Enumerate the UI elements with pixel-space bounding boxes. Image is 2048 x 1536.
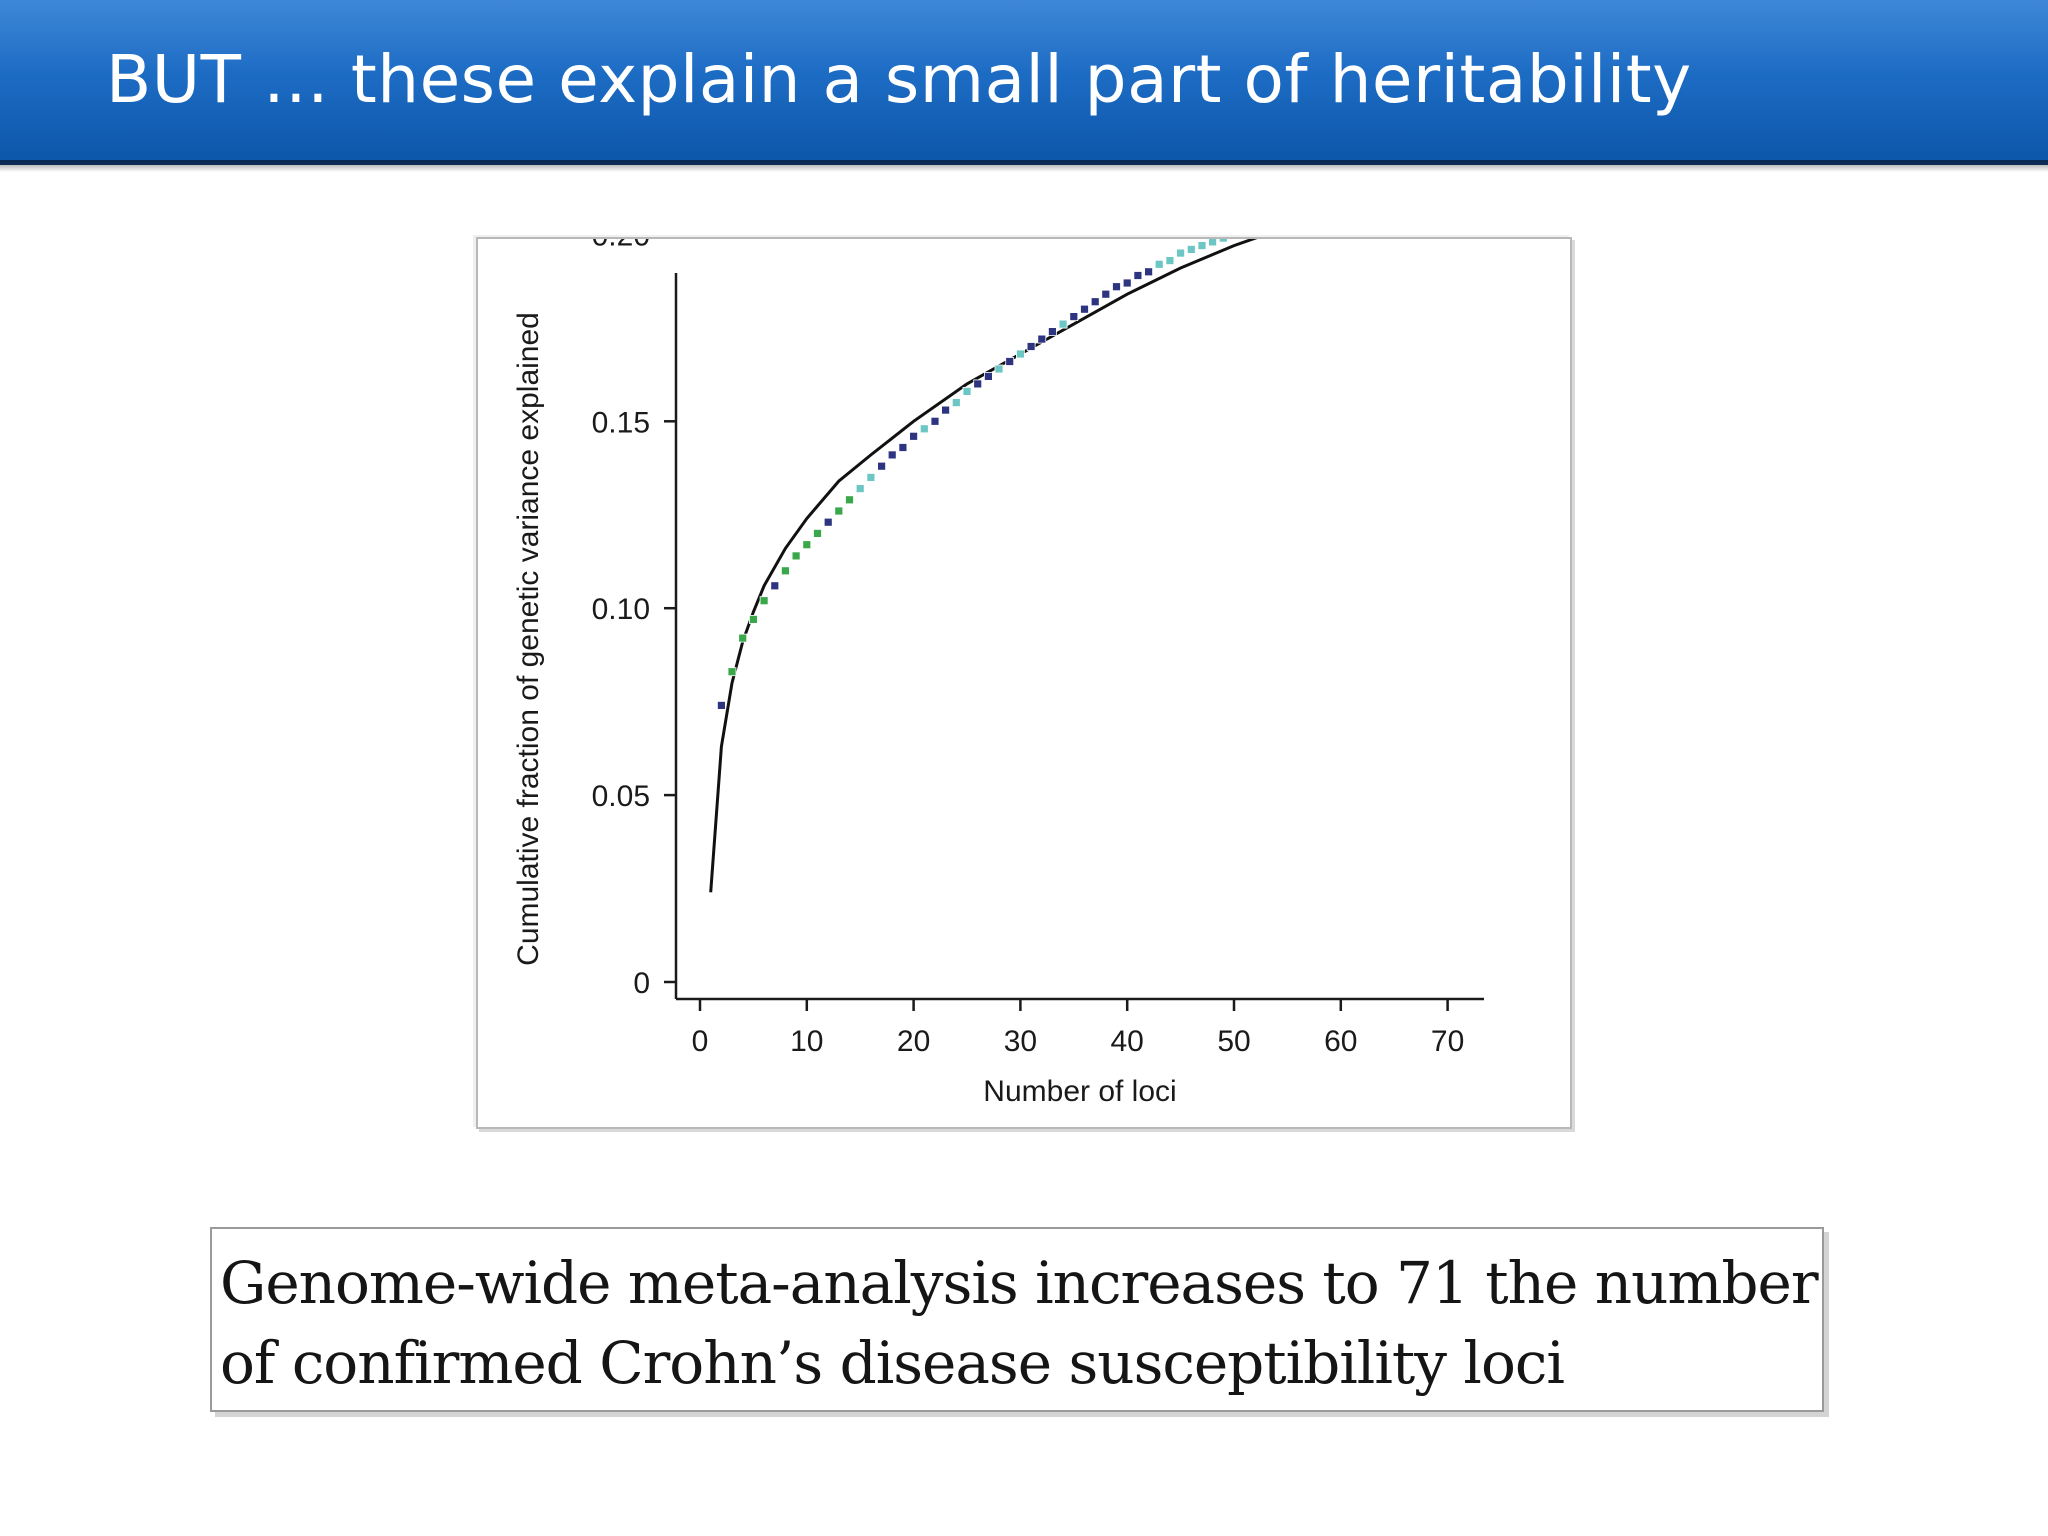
y-tick-label: 0.20 [592,239,650,252]
data-point [919,424,929,434]
fit-curve [709,239,1258,893]
y-axis-label: Cumulative fraction of genetic variance … [512,312,545,966]
data-point [1016,349,1025,359]
data-point [973,379,983,389]
data-point [748,614,758,624]
data-point [738,633,748,643]
data-point [1176,248,1185,258]
data-point [951,398,961,408]
data-point [994,364,1004,374]
data-point [770,581,780,591]
data-point [727,667,737,677]
data-point [780,566,790,576]
slide-title: BUT … these explain a small part of heri… [106,41,1692,118]
title-divider [0,160,2048,165]
data-point [877,461,887,471]
data-point [941,405,951,415]
data-point [1208,239,1217,247]
title-bar [0,0,2048,162]
chart: 00.050.100.150.200.250.30010203040506070… [512,239,1484,1108]
data-point [1048,327,1057,336]
x-tick-label: 50 [1217,1025,1250,1058]
data-point [1165,256,1175,266]
y-tick-label: 0.15 [592,406,650,439]
data-point [1186,245,1196,254]
x-tick-label: 30 [1004,1025,1037,1058]
caption-box: Genome-wide meta-analysis increases to 7… [210,1227,1824,1412]
figure-frame: 00.050.100.150.200.250.30010203040506070… [476,237,1572,1129]
data-points [716,239,1228,710]
data-point [1122,278,1132,288]
data-point [1218,239,1228,243]
x-axis-label: Number of loci [983,1075,1176,1108]
data-point [983,371,993,381]
data-point [1026,342,1036,351]
data-point [930,416,940,426]
data-point [909,431,919,441]
data-point [845,495,854,505]
data-point [866,472,876,482]
y-tick-label: 0.10 [592,593,650,626]
data-point [834,506,844,516]
data-point [898,443,908,452]
data-point [1197,241,1207,250]
data-point [1090,297,1100,307]
x-tick-label: 20 [897,1025,930,1058]
x-tick-label: 60 [1324,1025,1357,1058]
caption-text: Genome-wide meta-analysis increases to 7… [220,1249,1819,1397]
axis-ticks: 00.050.100.150.200.250.30010203040506070 [592,239,1465,1058]
data-point [716,700,726,710]
data-point [802,540,812,550]
data-point [1101,289,1111,299]
x-tick-label: 0 [692,1025,709,1058]
x-tick-label: 40 [1111,1025,1144,1058]
x-tick-label: 10 [790,1025,823,1058]
data-point [1154,259,1164,269]
data-point [1144,267,1153,277]
data-point [1037,334,1047,344]
data-point [791,551,801,561]
x-tick-label: 70 [1431,1025,1464,1058]
data-point [855,484,865,494]
data-point [813,528,822,538]
data-point [1005,357,1015,366]
data-point [1069,312,1079,321]
data-point [962,386,972,396]
data-point [823,517,833,527]
data-point [1058,319,1068,329]
data-point [1112,282,1121,292]
y-tick-label: 0.05 [592,780,650,813]
data-point [759,596,769,606]
data-point [1133,271,1143,280]
data-point [1080,304,1089,314]
data-point [887,450,897,460]
title-shadow [0,165,2048,172]
y-tick-label: 0 [633,967,650,1000]
